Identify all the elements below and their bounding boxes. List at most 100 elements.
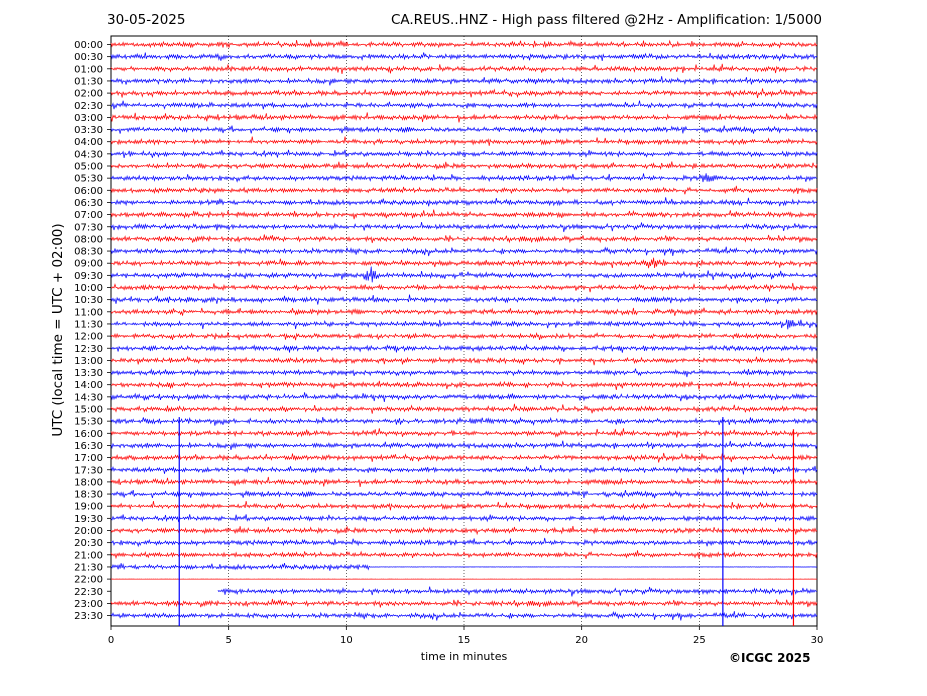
row-label-0230: 02:30 [74, 101, 103, 112]
row-label-0400: 04:00 [74, 137, 103, 148]
trace-0500 [110, 161, 818, 171]
row-label-0600: 06:00 [74, 186, 103, 197]
row-label-1800: 18:00 [74, 477, 103, 488]
x-tick-label-5: 5 [225, 635, 231, 646]
x-tick-label-10: 10 [340, 635, 353, 646]
row-label-1500: 15:00 [74, 405, 103, 416]
row-label-0630: 06:30 [74, 198, 103, 209]
trace-1230 [110, 343, 818, 353]
trace-1830 [110, 489, 818, 499]
station-info-title: CA.REUS..HNZ - High pass filtered @2Hz -… [390, 12, 822, 28]
row-label-1100: 11:00 [74, 307, 103, 318]
trace-1030 [110, 294, 818, 305]
trace-1000 [110, 282, 818, 293]
row-label-0900: 09:00 [74, 259, 103, 270]
trace-1800 [110, 476, 818, 487]
row-label-0130: 01:30 [74, 76, 103, 87]
trace-0530 [110, 173, 818, 183]
x-axis-label: time in minutes [420, 650, 508, 663]
trace-1730 [110, 465, 818, 475]
row-label-2130: 21:30 [74, 562, 103, 573]
row-label-1430: 14:30 [74, 392, 103, 403]
trace-0600 [110, 185, 818, 195]
trace-1330 [110, 368, 818, 378]
row-label-0500: 05:00 [74, 162, 103, 173]
trace-0800 [110, 234, 818, 244]
trace-0330 [110, 125, 818, 134]
trace-2330 [110, 610, 818, 621]
trace-1400 [110, 380, 818, 390]
trace-2230 [217, 586, 818, 597]
trace-2130 [110, 563, 818, 571]
row-label-0530: 05:30 [74, 174, 103, 185]
row-label-2100: 21:00 [74, 550, 103, 561]
row-label-2300: 23:00 [74, 599, 103, 610]
trace-0700 [110, 209, 818, 220]
row-label-0000: 00:00 [74, 40, 103, 51]
row-label-0830: 08:30 [74, 247, 103, 258]
trace-1130 [110, 319, 818, 330]
trace-0730 [110, 222, 818, 233]
trace-0300 [110, 112, 818, 123]
row-label-1700: 17:00 [74, 453, 103, 464]
trace-2000 [110, 525, 818, 536]
row-label-0100: 01:00 [74, 64, 103, 75]
trace-0100 [110, 63, 818, 74]
row-label-2000: 20:00 [74, 526, 103, 537]
trace-0230 [110, 100, 818, 110]
trace-0200 [110, 88, 818, 99]
trace-0930 [110, 266, 818, 283]
x-tick-label-20: 20 [575, 635, 588, 646]
trace-1900 [110, 501, 818, 511]
row-label-1330: 13:30 [74, 368, 103, 379]
trace-0130 [110, 76, 818, 86]
row-label-0730: 07:30 [74, 222, 103, 233]
row-label-2230: 22:30 [74, 587, 103, 598]
row-label-2030: 20:30 [74, 538, 103, 549]
row-label-1530: 15:30 [74, 417, 103, 428]
trace-1630 [110, 440, 818, 450]
x-tick-label-0: 0 [108, 635, 114, 646]
trace-2100 [110, 550, 818, 560]
row-label-1630: 16:30 [74, 441, 103, 452]
row-label-2330: 23:30 [74, 611, 103, 622]
trace-1200 [110, 331, 818, 341]
trace-1500 [110, 403, 818, 414]
row-label-0200: 02:00 [74, 89, 103, 100]
row-label-0930: 09:30 [74, 271, 103, 282]
trace-0430 [110, 149, 818, 158]
x-tick-label-25: 25 [693, 635, 706, 646]
trace-0030 [110, 52, 818, 62]
x-tick-label-30: 30 [811, 635, 824, 646]
trace-2030 [110, 537, 818, 548]
row-label-0330: 03:30 [74, 125, 103, 136]
row-label-1900: 19:00 [74, 502, 103, 513]
row-label-1600: 16:00 [74, 429, 103, 440]
trace-1100 [110, 307, 818, 316]
row-label-1930: 19:30 [74, 514, 103, 525]
row-label-1400: 14:00 [74, 380, 103, 391]
row-label-0030: 00:30 [74, 52, 103, 63]
trace-1930 [110, 514, 818, 523]
trace-1300 [110, 355, 818, 366]
trace-0000 [110, 39, 818, 49]
row-label-1730: 17:30 [74, 465, 103, 476]
row-label-1230: 12:30 [74, 344, 103, 355]
row-label-1830: 18:30 [74, 490, 103, 501]
row-label-1130: 11:30 [74, 319, 103, 330]
trace-1600 [110, 428, 818, 438]
trace-2300 [110, 598, 818, 608]
row-label-2200: 22:00 [74, 575, 103, 586]
trace-0900 [110, 257, 818, 269]
trace-0830 [110, 246, 818, 257]
row-label-0430: 04:30 [74, 149, 103, 160]
row-label-1300: 13:00 [74, 356, 103, 367]
trace-0400 [110, 136, 818, 146]
trace-0630 [110, 197, 818, 207]
row-label-0800: 08:00 [74, 234, 103, 245]
row-label-1000: 10:00 [74, 283, 103, 294]
trace-1430 [110, 392, 818, 402]
trace-1530 [110, 416, 818, 426]
row-label-0300: 03:00 [74, 113, 103, 124]
